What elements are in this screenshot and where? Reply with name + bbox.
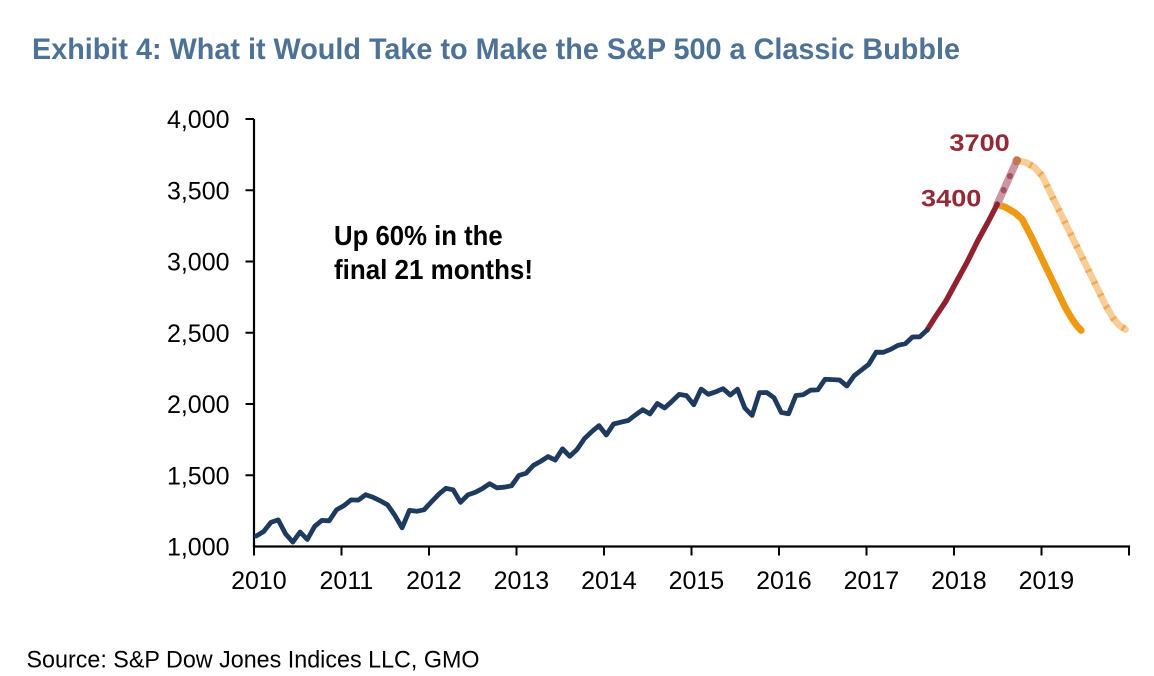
svg-text:Source: S&P Dow Jones Indices: Source: S&P Dow Jones Indices LLC, GMO — [27, 647, 480, 674]
svg-text:2017: 2017 — [844, 567, 900, 595]
svg-text:2,000: 2,000 — [167, 391, 230, 419]
svg-text:3400: 3400 — [921, 185, 981, 212]
svg-text:3,500: 3,500 — [167, 177, 230, 205]
svg-text:final 21 months!: final 21 months! — [334, 254, 533, 285]
svg-text:1,500: 1,500 — [167, 462, 230, 490]
svg-text:2013: 2013 — [494, 567, 550, 595]
svg-text:2010: 2010 — [231, 567, 287, 595]
svg-text:3700: 3700 — [949, 130, 1009, 157]
svg-text:2016: 2016 — [756, 567, 812, 595]
svg-text:3,000: 3,000 — [167, 249, 230, 277]
svg-text:1,000: 1,000 — [167, 534, 230, 562]
svg-text:2014: 2014 — [581, 567, 637, 595]
svg-text:2011: 2011 — [320, 567, 374, 595]
svg-text:2015: 2015 — [669, 567, 725, 595]
svg-text:Up 60% in the: Up 60% in the — [334, 220, 503, 251]
svg-text:2012: 2012 — [406, 567, 462, 595]
svg-text:2018: 2018 — [931, 567, 987, 595]
svg-text:2019: 2019 — [1019, 567, 1075, 595]
svg-text:2,500: 2,500 — [167, 320, 230, 348]
svg-text:4,000: 4,000 — [167, 106, 230, 134]
svg-text:Exhibit 4: What it Would Take: Exhibit 4: What it Would Take to Make th… — [32, 33, 960, 66]
